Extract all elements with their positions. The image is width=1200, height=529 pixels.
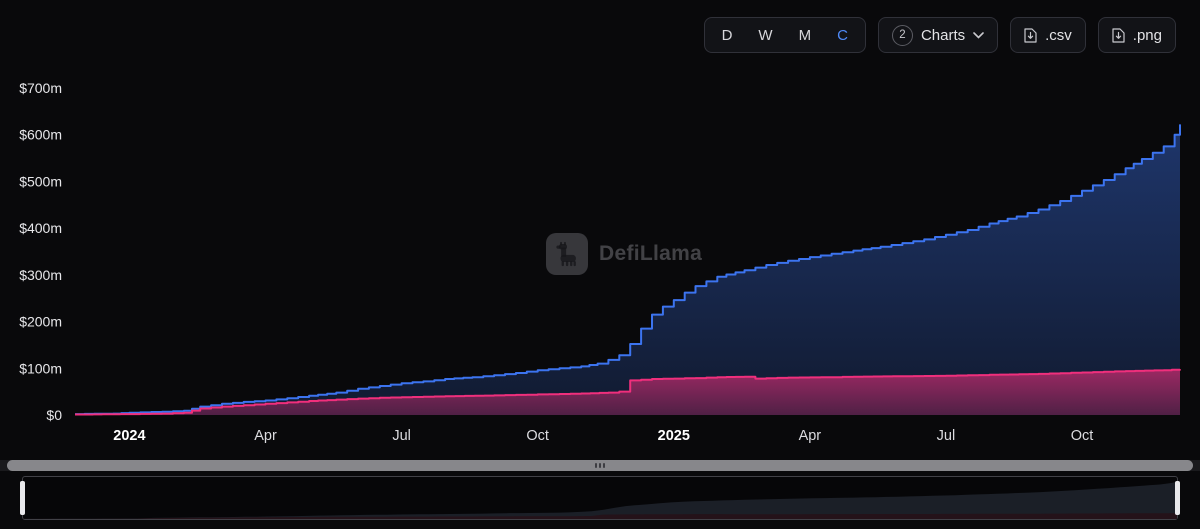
scrollbar-thumb[interactable] (7, 460, 1193, 471)
y-axis-label: $400m (19, 220, 62, 236)
range-handle-right[interactable] (1175, 481, 1180, 515)
png-label: .png (1132, 26, 1162, 44)
scrollbar-grip-icon (595, 463, 605, 468)
blue-series-minimap-area (23, 481, 1177, 519)
range-selector[interactable] (20, 476, 1180, 520)
y-axis-label: $700m (19, 80, 62, 96)
pink-series-minimap-area (23, 513, 1177, 519)
y-axis-label: $300m (19, 267, 62, 283)
interval-button-d[interactable]: D (709, 18, 746, 52)
interval-button-m[interactable]: M (786, 18, 825, 52)
blue-series-line (75, 124, 1181, 416)
x-axis-label: Oct (1071, 428, 1094, 444)
charts-dropdown-label: Charts (920, 26, 966, 44)
x-axis-label: Jul (392, 428, 411, 444)
interval-button-c[interactable]: C (824, 18, 861, 52)
download-csv-button[interactable]: .csv (1010, 17, 1086, 53)
x-axis-label: Jul (937, 428, 956, 444)
y-axis-label: $100m (19, 360, 62, 376)
range-handle-left[interactable] (20, 481, 25, 515)
csv-label: .csv (1045, 26, 1072, 44)
blue-series-area (75, 124, 1180, 416)
chevron-down-icon (973, 31, 984, 39)
y-axis-label: $600m (19, 127, 62, 143)
file-download-icon (1024, 27, 1037, 43)
charts-count-badge: 2 (891, 24, 913, 46)
x-axis-label: 2024 (113, 428, 145, 444)
y-axis-label: $0 (46, 407, 62, 423)
minimap-chart (23, 481, 1177, 519)
interval-button-w[interactable]: W (745, 18, 785, 52)
x-axis-label: Apr (254, 428, 277, 444)
file-download-icon (1112, 27, 1125, 43)
x-axis-label: Apr (799, 428, 822, 444)
area-chart-canvas[interactable]: $700m $600m $500m $400m $300m $200m $100m $0 202… (0, 0, 1200, 455)
y-axis-label: $500m (19, 173, 62, 189)
charts-dropdown-button[interactable]: 2 Charts (877, 17, 999, 53)
x-axis-label: Oct (526, 428, 549, 444)
y-axis-label: $200m (19, 314, 62, 330)
download-png-button[interactable]: .png (1097, 17, 1176, 53)
x-axis-label: 2025 (658, 428, 690, 444)
pink-series-line (75, 368, 1181, 416)
zoom-scrollbar[interactable] (0, 460, 1200, 471)
